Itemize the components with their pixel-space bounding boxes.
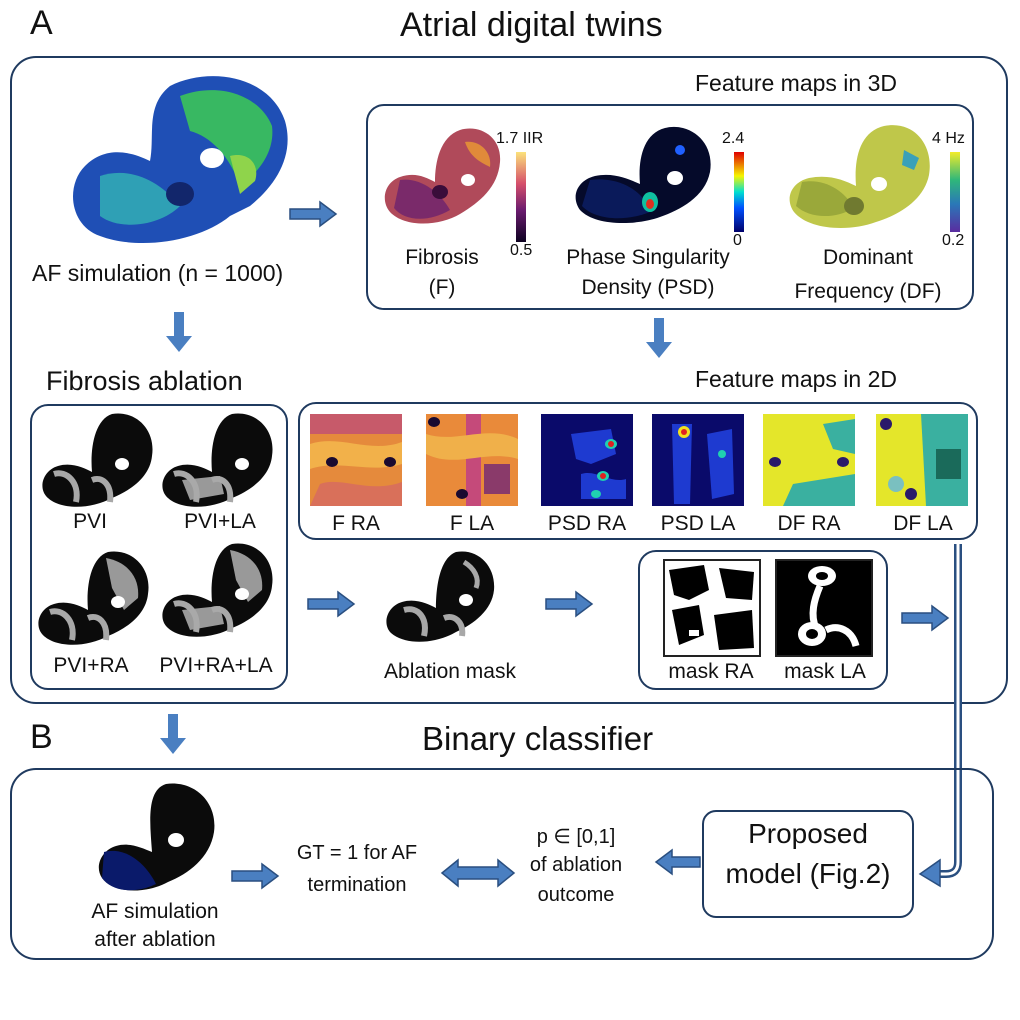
- map-label-df-ra: DF RA: [777, 512, 841, 535]
- gt-label-2: termination: [307, 874, 407, 896]
- af-simulation-heart: [73, 76, 288, 244]
- post-ablation-label-2: after ablation: [94, 928, 216, 951]
- psd-label-1: Phase Singularity: [566, 246, 730, 269]
- psd-heart: [575, 126, 711, 224]
- psd-scale-max: 2.4: [722, 130, 745, 147]
- df-heart: [789, 125, 930, 228]
- ablation-heart-pvi: [42, 413, 153, 507]
- df-label-1: Dominant: [823, 246, 913, 269]
- mask-label-la: mask LA: [784, 660, 866, 683]
- double-arrow-icon: [440, 858, 516, 888]
- masks-panel: [638, 550, 888, 690]
- ablation-heart-pvi-la: [162, 413, 273, 507]
- psd-colorbar: [734, 152, 744, 232]
- post-ablation-heart: [98, 783, 215, 891]
- gt-label-1: GT = 1 for AF: [296, 842, 418, 864]
- ablation-label-pvi-ra: PVI+RA: [53, 654, 129, 677]
- df-scale-min: 0.2: [942, 232, 965, 249]
- ablation-mask-label: Ablation mask: [384, 660, 516, 683]
- fibrosis-scale-min: 0.5: [510, 242, 533, 259]
- map-label-f-la: F LA: [449, 512, 495, 535]
- feature-3d-title: Feature maps in 3D: [695, 70, 897, 96]
- proposed-model-box: [702, 810, 914, 918]
- p-label-2: of ablation: [529, 854, 623, 876]
- mask-ra-image: [663, 559, 761, 657]
- section-a-title: Atrial digital twins: [400, 6, 663, 44]
- map-f-la: [426, 414, 518, 506]
- map-f-ra: [310, 414, 402, 506]
- map-label-df-la: DF LA: [893, 512, 953, 535]
- map-psd-ra: [541, 414, 633, 506]
- model-label-1: Proposed: [748, 818, 868, 849]
- fibrosis-ablation-panel: [30, 404, 288, 690]
- arrow-right-icon: [545, 590, 594, 618]
- arrow-down-icon: [646, 318, 672, 358]
- section-a-letter: A: [30, 4, 53, 42]
- panel-binary-classifier: [10, 768, 994, 960]
- post-ablation-label-1: AF simulation: [91, 900, 219, 923]
- df-colorbar: [950, 152, 960, 232]
- arrow-right-icon: [289, 200, 338, 228]
- fibrosis-heart: [384, 128, 501, 224]
- model-label-2: model (Fig.2): [725, 858, 891, 889]
- arrow-right-icon: [307, 590, 356, 618]
- section-b-letter: B: [30, 718, 53, 756]
- df-scale-max: 4 Hz: [932, 130, 965, 147]
- mask-label-ra: mask RA: [668, 660, 754, 683]
- connector-arrow-icon: [918, 544, 962, 888]
- fibrosis-scale-max: 1.7 IIR: [496, 130, 544, 147]
- map-label-psd-la: PSD LA: [660, 512, 736, 535]
- feature-2d-panel: [298, 402, 978, 540]
- fibrosis-colorbar: [516, 152, 526, 242]
- map-label-psd-ra: PSD RA: [547, 512, 627, 535]
- map-df-la: [876, 414, 968, 506]
- arrow-down-icon: [160, 714, 186, 754]
- arrow-left-icon: [654, 848, 701, 876]
- ablation-heart-pvi-ra: [38, 551, 149, 645]
- fibrosis-label-2: (F): [428, 276, 456, 299]
- feature-3d-panel: [366, 104, 974, 310]
- ablation-heart-pvi-ra-la: [162, 543, 273, 637]
- panel-atrial-twins: [10, 56, 1008, 704]
- ablation-mask-heart: [386, 551, 495, 642]
- section-b-title: Binary classifier: [422, 720, 654, 757]
- arrow-down-icon: [166, 312, 192, 352]
- map-df-ra: [763, 414, 855, 506]
- psd-label-2: Density (PSD): [581, 276, 715, 299]
- ablation-label-pvi-la: PVI+LA: [184, 510, 256, 533]
- feature-2d-title: Feature maps in 2D: [695, 366, 897, 392]
- fibrosis-ablation-title: Fibrosis ablation: [46, 366, 243, 396]
- arrow-right-icon: [231, 862, 280, 890]
- af-simulation-label: AF simulation (n = 1000): [32, 260, 284, 286]
- map-psd-la: [652, 414, 744, 506]
- mask-la-image: [775, 559, 873, 657]
- arrow-right-icon: [901, 604, 950, 632]
- p-label-1: p ∈ [0,1]: [536, 826, 616, 848]
- map-label-f-ra: F RA: [332, 512, 380, 535]
- fibrosis-label-1: Fibrosis: [405, 246, 479, 269]
- psd-scale-min: 0: [733, 232, 742, 249]
- ablation-label-pvi: PVI: [73, 510, 107, 533]
- df-label-2: Frequency (DF): [794, 280, 942, 303]
- ablation-label-pvi-ra-la: PVI+RA+LA: [159, 654, 273, 677]
- p-label-3: outcome: [537, 884, 615, 906]
